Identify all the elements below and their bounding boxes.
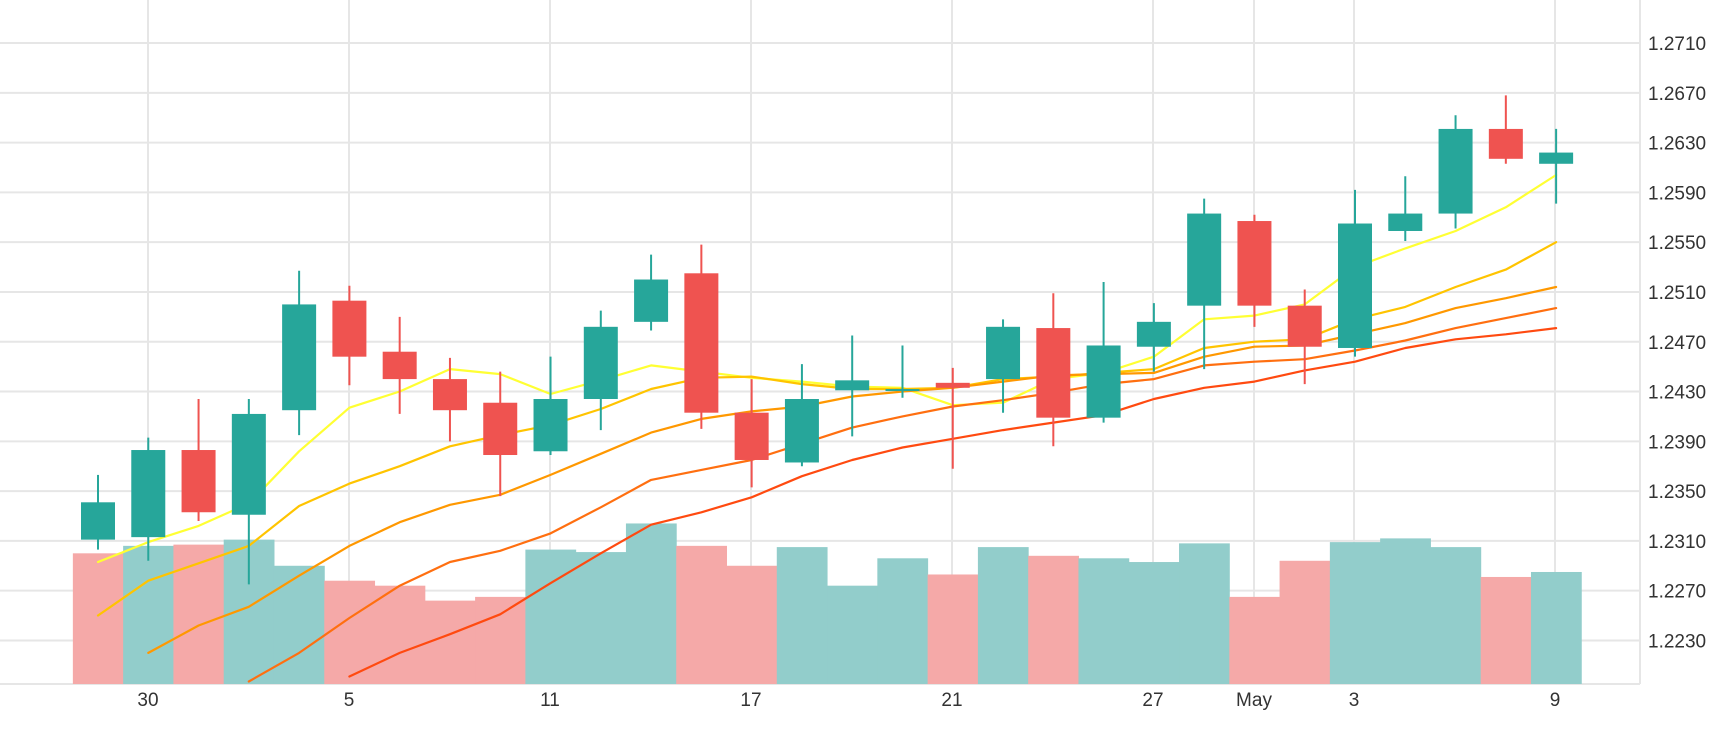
y-tick-label: 1.2390 [1648, 432, 1706, 453]
volume-bar [1128, 562, 1180, 684]
candle-body [986, 326, 1021, 380]
candle-body [1287, 305, 1322, 347]
x-tick-label: 17 [740, 690, 761, 711]
y-tick-label: 1.2270 [1648, 582, 1706, 603]
volume-bar [575, 552, 627, 684]
x-tick-label: 11 [540, 690, 560, 711]
x-tick-label: 30 [137, 690, 158, 711]
y-tick-label: 1.2510 [1648, 283, 1706, 304]
candle-body [634, 279, 669, 322]
volume-bar [625, 523, 677, 684]
candle-body [1086, 345, 1121, 418]
x-tick-label: 3 [1349, 690, 1360, 711]
y-tick-label: 1.2630 [1648, 134, 1706, 155]
volume-bar [1430, 547, 1482, 684]
volume-bar [977, 547, 1029, 684]
x-tick-label: May [1236, 690, 1272, 711]
volume-bar [1329, 542, 1381, 684]
candle-body [583, 326, 618, 399]
moving-average-line [96, 173, 1558, 564]
volume-bar [1530, 571, 1582, 684]
candle-body [1539, 152, 1574, 164]
volume-bar [1078, 558, 1130, 684]
candle-body [332, 300, 367, 357]
x-tick-label: 9 [1550, 690, 1561, 711]
volume-bar [173, 544, 225, 684]
candle-body [81, 502, 115, 540]
candle-body [734, 412, 769, 460]
x-tick-label: 21 [941, 690, 962, 711]
volume-bar [273, 565, 325, 684]
y-tick-label: 1.2430 [1648, 383, 1706, 404]
y-tick-label: 1.2590 [1648, 183, 1706, 204]
candle-body [533, 398, 568, 452]
candle-body [282, 304, 317, 411]
candle-body [1187, 213, 1222, 306]
y-tick-label: 1.2670 [1648, 84, 1706, 105]
y-tick-label: 1.2470 [1648, 333, 1706, 354]
x-tick-label: 27 [1142, 690, 1163, 711]
volume-bar [72, 553, 124, 684]
candle-body [1237, 221, 1272, 306]
candle-body [835, 380, 870, 391]
candle-body [181, 450, 216, 513]
volume-bar [374, 585, 426, 684]
volume-bar [676, 545, 727, 684]
candle-body [1338, 223, 1372, 348]
y-tick-label: 1.2710 [1648, 34, 1706, 55]
candle-body [432, 379, 467, 411]
candle-body [382, 351, 417, 380]
volume-bar [525, 549, 577, 684]
candle-body [1438, 128, 1473, 214]
volume-bar [776, 547, 828, 684]
candle-body [131, 450, 166, 538]
y-tick-label: 1.2350 [1648, 482, 1706, 503]
candles [81, 95, 1574, 585]
x-tick-label: 5 [344, 690, 355, 711]
volume-bar [1179, 543, 1230, 684]
candle-body [231, 413, 266, 515]
candle-body [1488, 128, 1523, 159]
volume-bar [1380, 538, 1431, 684]
volume-bar [827, 585, 878, 684]
volume-bar [1480, 576, 1532, 684]
volume-bar [877, 558, 929, 684]
moving-average-line [247, 307, 1558, 683]
candle-body [885, 389, 920, 392]
candle-body [1136, 321, 1171, 347]
volume-bar [726, 565, 778, 684]
volume-bar [475, 596, 526, 684]
volume-bar [123, 545, 174, 684]
candle-body [483, 402, 518, 456]
candle-body [684, 273, 719, 413]
volume-bar [1028, 555, 1079, 684]
candle-body [784, 398, 819, 463]
y-tick-label: 1.2550 [1648, 233, 1706, 254]
candle-body [1388, 213, 1423, 231]
y-tick-label: 1.2230 [1648, 631, 1706, 652]
volume-bar [1279, 560, 1331, 684]
y-tick-label: 1.2310 [1648, 532, 1706, 553]
axes: 1.2230 1.2270 1.2310 1.2350 1.2390 1.2430 1.24… [137, 34, 1706, 711]
volume-bar [1229, 596, 1281, 684]
candle-body [1036, 328, 1071, 418]
volume-bar [927, 574, 979, 684]
volume-bars [72, 523, 1582, 684]
volume-bar [324, 580, 376, 684]
volume-bar [424, 600, 476, 684]
candle-body [935, 382, 970, 388]
